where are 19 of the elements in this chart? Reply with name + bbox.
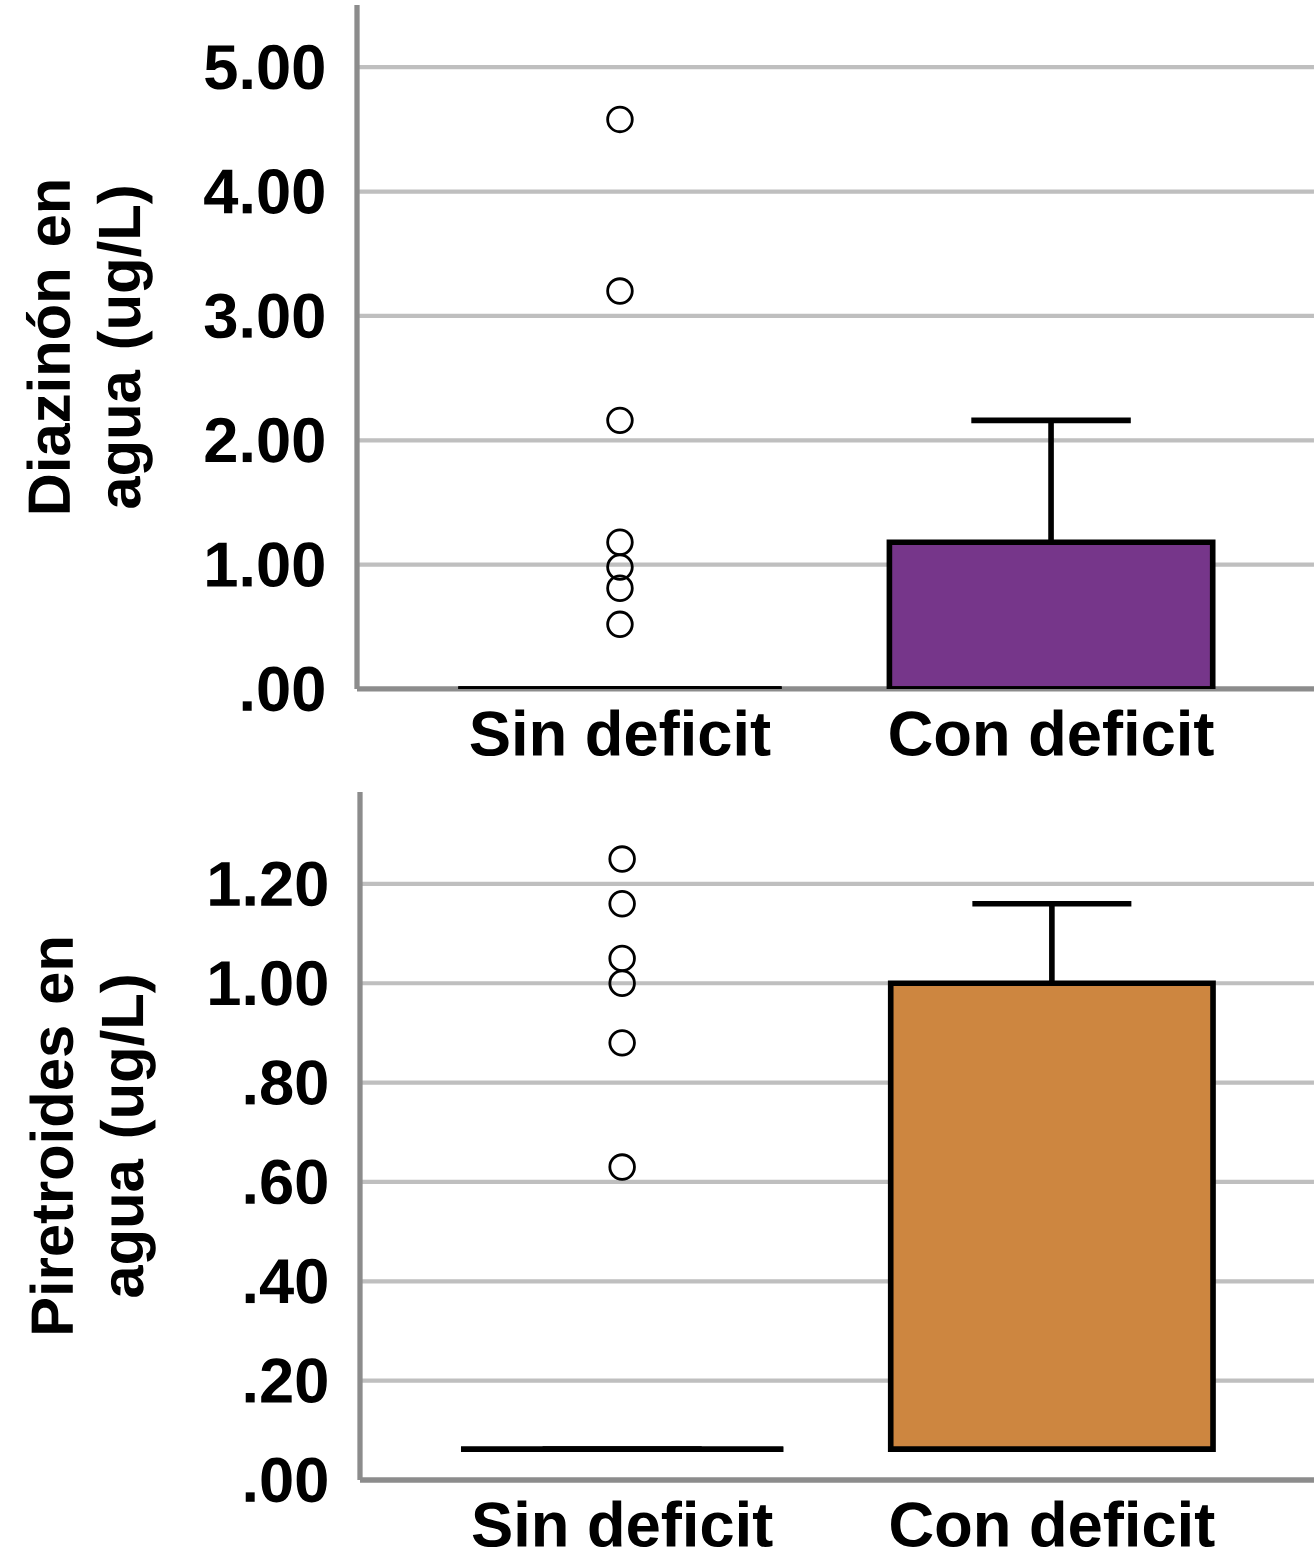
x-tick-label: Con deficit <box>891 1500 1215 1548</box>
y-tick-label: 3.00 <box>204 293 324 339</box>
y-tick-label: 4.00 <box>204 169 324 214</box>
y-tick-label: .60 <box>245 1159 327 1205</box>
x-tick-label: Con deficit <box>890 709 1214 757</box>
y-tick-label: .20 <box>245 1358 327 1404</box>
y-tick-label: .00 <box>245 1457 327 1503</box>
y-tick-label: .40 <box>245 1258 327 1304</box>
y-tick-label: 1.20 <box>210 861 327 907</box>
y-tick-label: .00 <box>242 666 324 712</box>
y-axis-title: Diazinón en agua (ug/L) <box>25 181 153 513</box>
y-tick-label: .80 <box>245 1060 327 1105</box>
x-tick-label: Sin deficit <box>472 1500 773 1548</box>
x-tick-label: Sin deficit <box>470 709 771 757</box>
y-tick-label: 5.00 <box>205 44 324 90</box>
y-axis-title: Piretroides en agua (ug/L) <box>29 938 156 1333</box>
y-tick-label: 2.00 <box>205 417 324 463</box>
y-tick-label: 1.00 <box>207 542 324 588</box>
y-tick-label: 1.00 <box>210 960 327 1006</box>
